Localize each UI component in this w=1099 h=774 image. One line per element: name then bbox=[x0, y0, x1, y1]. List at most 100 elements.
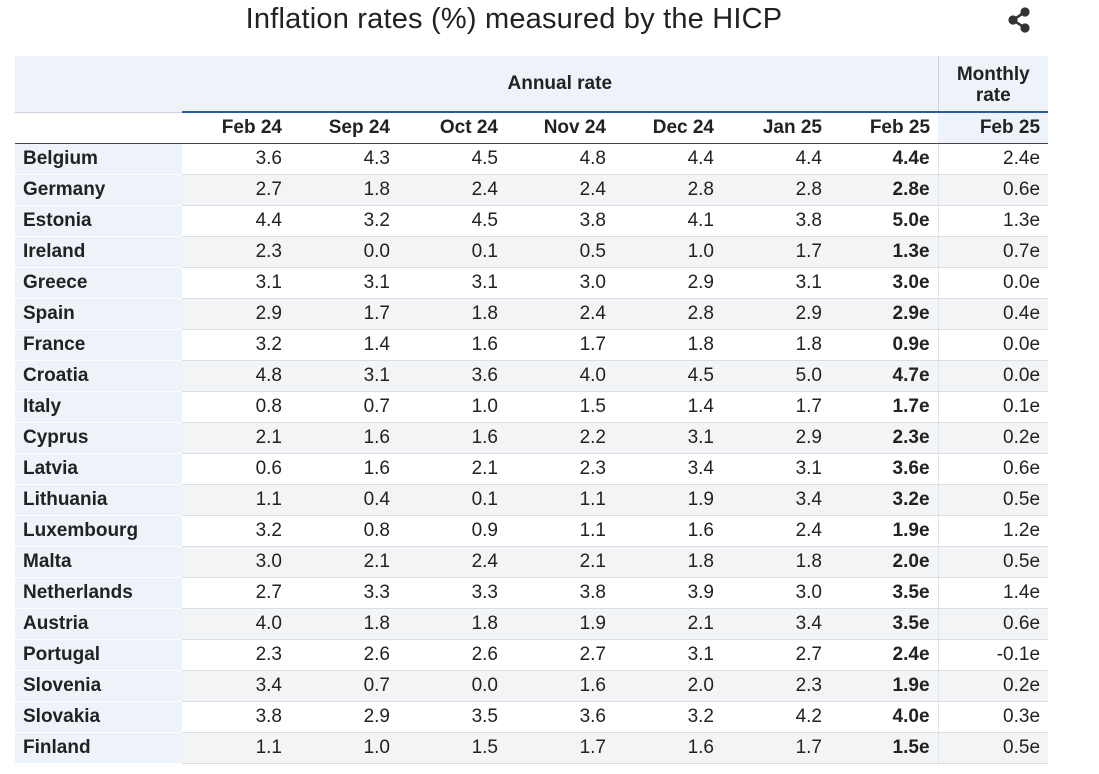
annual-rate-cell: 3.1 bbox=[398, 267, 506, 299]
column-header: Nov 24 bbox=[506, 111, 614, 144]
annual-rate-cell: 2.3 bbox=[182, 236, 290, 268]
annual-rate-cell: 1.6 bbox=[398, 422, 506, 454]
annual-rate-cell: 3.1 bbox=[614, 422, 722, 454]
country-cell: Slovenia bbox=[15, 670, 182, 702]
monthly-rate-cell: 0.3e bbox=[937, 701, 1049, 733]
annual-rate-cell: 3.2 bbox=[182, 329, 290, 361]
annual-rate-cell: 0.8 bbox=[290, 515, 398, 547]
country-cell: Germany bbox=[15, 174, 182, 206]
annual-rate-cell: 4.4 bbox=[614, 143, 722, 175]
annual-rate-cell: 3.1 bbox=[290, 360, 398, 392]
annual-rate-cell: 2.8 bbox=[722, 174, 830, 206]
table-row: Finland 1.1 1.0 1.5 1.7 1.6 1.7 1.5e 0.5e bbox=[15, 732, 1049, 764]
monthly-rate-cell: 0.6e bbox=[937, 174, 1049, 206]
annual-rate-cell: 0.1 bbox=[398, 484, 506, 516]
annual-rate-cell: 1.1 bbox=[506, 484, 614, 516]
annual-rate-cell: 3.1 bbox=[722, 267, 830, 299]
table-row: Spain 2.9 1.7 1.8 2.4 2.8 2.9 2.9e 0.4e bbox=[15, 298, 1049, 330]
table-row: Estonia 4.4 3.2 4.5 3.8 4.1 3.8 5.0e 1.3e bbox=[15, 205, 1049, 237]
annual-rate-cell: 2.6 bbox=[398, 639, 506, 671]
annual-rate-cell: 4.4 bbox=[722, 143, 830, 175]
annual-rate-cell: 2.1 bbox=[614, 608, 722, 640]
country-cell: Austria bbox=[15, 608, 182, 640]
annual-rate-cell: 1.0 bbox=[398, 391, 506, 423]
annual-rate-cell: 3.2e bbox=[830, 484, 939, 516]
annual-rate-cell: 0.4 bbox=[290, 484, 398, 516]
annual-rate-cell: 2.9 bbox=[182, 298, 290, 330]
annual-rate-cell: 1.1 bbox=[182, 732, 290, 764]
hicp-table: Annual rate Monthly rate Feb 24 Sep 24 Oct… bbox=[15, 56, 1049, 764]
monthly-rate-header: Monthly rate bbox=[937, 56, 1049, 112]
annual-rate-cell: 1.6 bbox=[506, 670, 614, 702]
country-cell: Malta bbox=[15, 546, 182, 578]
annual-rate-cell: 3.8 bbox=[182, 701, 290, 733]
table-row: Malta 3.0 2.1 2.4 2.1 1.8 1.8 2.0e 0.5e bbox=[15, 546, 1049, 578]
table-row: Latvia 0.6 1.6 2.1 2.3 3.4 3.1 3.6e 0.6e bbox=[15, 453, 1049, 485]
monthly-rate-cell: 0.2e bbox=[937, 670, 1049, 702]
annual-rate-cell: 2.7 bbox=[182, 577, 290, 609]
annual-rate-cell: 1.5 bbox=[398, 732, 506, 764]
annual-rate-cell: 2.1 bbox=[290, 546, 398, 578]
group-header-blank bbox=[15, 56, 182, 112]
annual-rate-cell: 1.8 bbox=[722, 329, 830, 361]
annual-rate-cell: 4.3 bbox=[290, 143, 398, 175]
annual-rate-cell: 1.7 bbox=[722, 236, 830, 268]
monthly-rate-cell: 0.5e bbox=[937, 546, 1049, 578]
country-cell: Slovakia bbox=[15, 701, 182, 733]
annual-rate-cell: 0.0 bbox=[398, 670, 506, 702]
country-cell: Netherlands bbox=[15, 577, 182, 609]
annual-rate-cell: 1.4 bbox=[614, 391, 722, 423]
table-row: Italy 0.8 0.7 1.0 1.5 1.4 1.7 1.7e 0.1e bbox=[15, 391, 1049, 423]
table-row: Belgium 3.6 4.3 4.5 4.8 4.4 4.4 4.4e 2.4e bbox=[15, 143, 1049, 175]
annual-rate-cell: 2.0e bbox=[830, 546, 939, 578]
annual-rate-cell: 3.0 bbox=[182, 546, 290, 578]
monthly-rate-cell: 0.1e bbox=[937, 391, 1049, 423]
annual-rate-cell: 2.6 bbox=[290, 639, 398, 671]
annual-rate-cell: 2.8 bbox=[614, 298, 722, 330]
country-cell: Italy bbox=[15, 391, 182, 423]
country-cell: Portugal bbox=[15, 639, 182, 671]
annual-rate-cell: 1.0 bbox=[614, 236, 722, 268]
country-cell: Spain bbox=[15, 298, 182, 330]
column-header: Sep 24 bbox=[290, 111, 398, 144]
annual-rate-cell: 3.0 bbox=[506, 267, 614, 299]
annual-rate-cell: 5.0e bbox=[830, 205, 939, 237]
annual-rate-cell: 0.7 bbox=[290, 670, 398, 702]
table-row: Ireland 2.3 0.0 0.1 0.5 1.0 1.7 1.3e 0.7e bbox=[15, 236, 1049, 268]
annual-rate-cell: 1.7 bbox=[506, 329, 614, 361]
group-header-row: Annual rate Monthly rate bbox=[15, 56, 1049, 112]
annual-rate-cell: 2.9e bbox=[830, 298, 939, 330]
annual-rate-cell: 1.5e bbox=[830, 732, 939, 764]
annual-rate-cell: 3.6 bbox=[182, 143, 290, 175]
monthly-rate-cell: 0.6e bbox=[937, 453, 1049, 485]
column-header: Feb 25 bbox=[830, 111, 939, 144]
annual-rate-cell: 2.2 bbox=[506, 422, 614, 454]
annual-rate-cell: 1.9 bbox=[614, 484, 722, 516]
annual-rate-cell: 1.9 bbox=[506, 608, 614, 640]
country-column-header bbox=[15, 111, 182, 144]
table-body: Belgium 3.6 4.3 4.5 4.8 4.4 4.4 4.4e 2.4e Germany… bbox=[15, 143, 1049, 764]
annual-rate-cell: 1.6 bbox=[614, 732, 722, 764]
annual-rate-cell: 3.5e bbox=[830, 608, 939, 640]
column-header: Feb 25 bbox=[938, 111, 1049, 144]
annual-rate-cell: 2.1 bbox=[182, 422, 290, 454]
annual-rate-cell: 2.9 bbox=[722, 422, 830, 454]
monthly-rate-cell: 0.6e bbox=[937, 608, 1049, 640]
country-cell: Belgium bbox=[15, 143, 182, 175]
annual-rate-cell: 4.5 bbox=[398, 205, 506, 237]
annual-rate-cell: 1.0 bbox=[290, 732, 398, 764]
country-cell: Finland bbox=[15, 732, 182, 764]
table-row: Slovakia 3.8 2.9 3.5 3.6 3.2 4.2 4.0e 0.3e bbox=[15, 701, 1049, 733]
country-cell: Latvia bbox=[15, 453, 182, 485]
annual-rate-cell: 2.1 bbox=[398, 453, 506, 485]
share-icon[interactable] bbox=[1004, 5, 1034, 35]
monthly-rate-cell: 1.2e bbox=[937, 515, 1049, 547]
annual-rate-cell: 4.5 bbox=[614, 360, 722, 392]
country-cell: Estonia bbox=[15, 205, 182, 237]
country-cell: Ireland bbox=[15, 236, 182, 268]
monthly-rate-cell: 0.0e bbox=[937, 329, 1049, 361]
annual-rate-cell: 2.4 bbox=[506, 298, 614, 330]
annual-rate-cell: 0.9 bbox=[398, 515, 506, 547]
annual-rate-cell: 2.9 bbox=[614, 267, 722, 299]
annual-rate-cell: 2.4 bbox=[506, 174, 614, 206]
